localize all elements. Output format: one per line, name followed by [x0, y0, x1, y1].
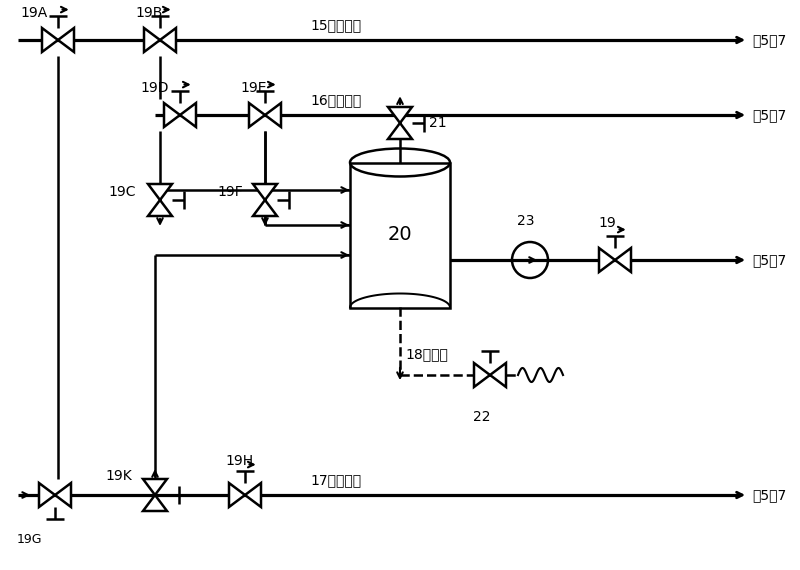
Polygon shape	[388, 107, 412, 123]
Polygon shape	[249, 103, 265, 127]
Polygon shape	[245, 483, 261, 507]
Text: 19E: 19E	[240, 81, 266, 95]
Text: 至5或7: 至5或7	[752, 108, 786, 122]
Polygon shape	[58, 28, 74, 52]
Text: 19F: 19F	[217, 185, 242, 199]
Text: 19: 19	[598, 217, 616, 230]
Polygon shape	[229, 483, 245, 507]
Polygon shape	[490, 363, 506, 387]
Text: 至5或7: 至5或7	[752, 488, 786, 502]
Polygon shape	[599, 248, 615, 272]
Text: 22: 22	[474, 410, 490, 424]
Polygon shape	[474, 363, 490, 387]
Text: 20: 20	[388, 226, 412, 245]
Polygon shape	[148, 200, 172, 216]
Polygon shape	[253, 184, 277, 200]
Text: 18凝结水: 18凝结水	[405, 347, 448, 361]
Text: 至5或7: 至5或7	[752, 253, 786, 267]
Text: 19C: 19C	[108, 185, 135, 199]
Polygon shape	[144, 28, 160, 52]
Polygon shape	[55, 483, 71, 507]
Polygon shape	[164, 103, 180, 127]
Text: 19A: 19A	[20, 6, 47, 20]
Text: 21: 21	[429, 116, 446, 130]
Polygon shape	[615, 248, 631, 272]
Polygon shape	[39, 483, 55, 507]
Text: 19K: 19K	[105, 469, 132, 483]
Text: 17转炉煤气: 17转炉煤气	[310, 473, 361, 487]
Polygon shape	[42, 28, 58, 52]
Polygon shape	[180, 103, 196, 127]
Text: 至5或7: 至5或7	[752, 33, 786, 47]
Polygon shape	[265, 103, 281, 127]
Polygon shape	[143, 479, 167, 495]
Text: 19H: 19H	[225, 454, 253, 468]
Text: 15高炉煤气: 15高炉煤气	[310, 18, 361, 32]
Text: 19D: 19D	[140, 81, 169, 95]
Polygon shape	[253, 200, 277, 216]
Polygon shape	[388, 123, 412, 139]
Polygon shape	[148, 184, 172, 200]
Text: 19G: 19G	[17, 534, 42, 547]
Polygon shape	[160, 28, 176, 52]
Text: 19B: 19B	[135, 6, 162, 20]
Text: 23: 23	[518, 214, 534, 228]
Text: 16焦炉煤气: 16焦炉煤气	[310, 93, 362, 107]
Polygon shape	[143, 495, 167, 511]
